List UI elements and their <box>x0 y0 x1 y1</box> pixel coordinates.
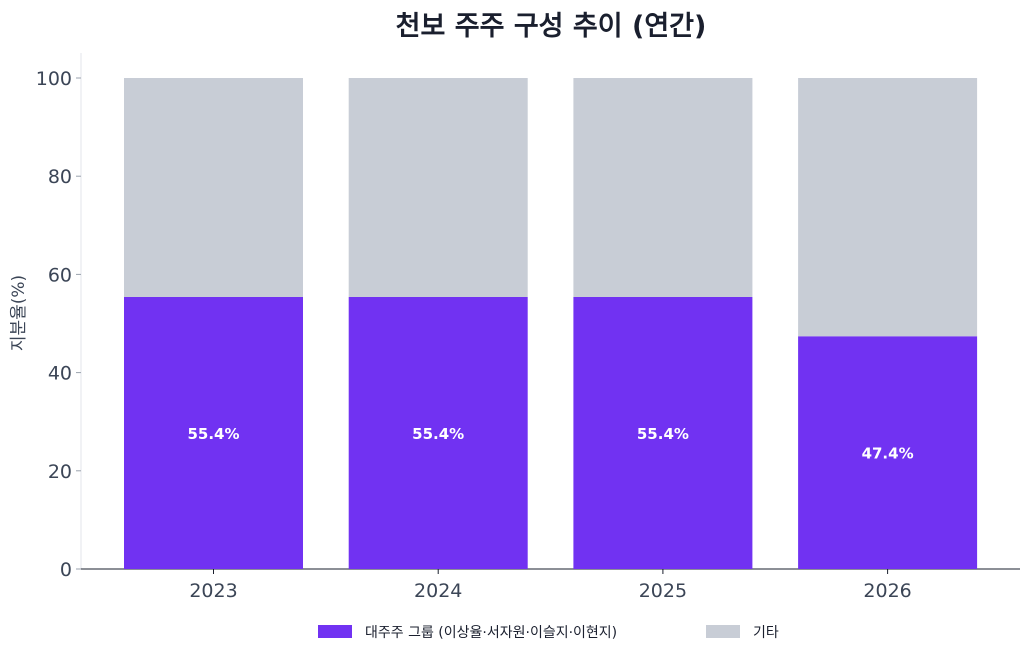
x-tick-label: 2023 <box>189 580 237 602</box>
bars: 55.4% 55.4% 55.4% 47.4% <box>124 78 978 569</box>
bar-major-shareholders <box>348 296 528 569</box>
y-tick-label: 80 <box>48 166 72 188</box>
legend-swatch-major-shareholders <box>318 625 352 638</box>
legend-label-others: 기타 <box>753 625 779 641</box>
bar-data-label: 55.4% <box>187 425 239 443</box>
y-tick-label: 100 <box>36 68 72 90</box>
legend-label-major-shareholders: 대주주 그룹 (이상율·서자원·이슬지·이현지) <box>365 625 617 641</box>
x-tick-label: 2026 <box>863 580 911 602</box>
x-tick-label: 2024 <box>414 580 462 602</box>
legend: 대주주 그룹 (이상율·서자원·이슬지·이현지) 기타 <box>318 625 779 641</box>
bar-major-shareholders <box>798 336 978 569</box>
y-tick-label: 0 <box>60 559 72 581</box>
legend-swatch-others <box>706 625 740 638</box>
bar-data-label: 55.4% <box>412 425 464 443</box>
bar-major-shareholders <box>124 296 303 569</box>
bar-data-label: 47.4% <box>862 445 914 463</box>
y-tick-label: 40 <box>48 363 72 385</box>
bar-others <box>124 78 303 297</box>
bar-major-shareholders <box>573 296 753 569</box>
bar-others <box>798 78 978 337</box>
bar-others <box>348 78 528 297</box>
y-tick-label: 20 <box>48 461 72 483</box>
chart-title: 천보 주주 구성 추이 (연간) <box>396 11 707 42</box>
bar-data-label: 55.4% <box>637 425 689 443</box>
y-tick-label: 60 <box>48 264 72 286</box>
y-axis-label: 지분율(%) <box>9 275 29 351</box>
x-tick-label: 2025 <box>639 580 687 602</box>
bar-others <box>573 78 753 297</box>
axes: 0 20 40 60 80 100 2023 2024 2025 2026 <box>36 53 1020 602</box>
